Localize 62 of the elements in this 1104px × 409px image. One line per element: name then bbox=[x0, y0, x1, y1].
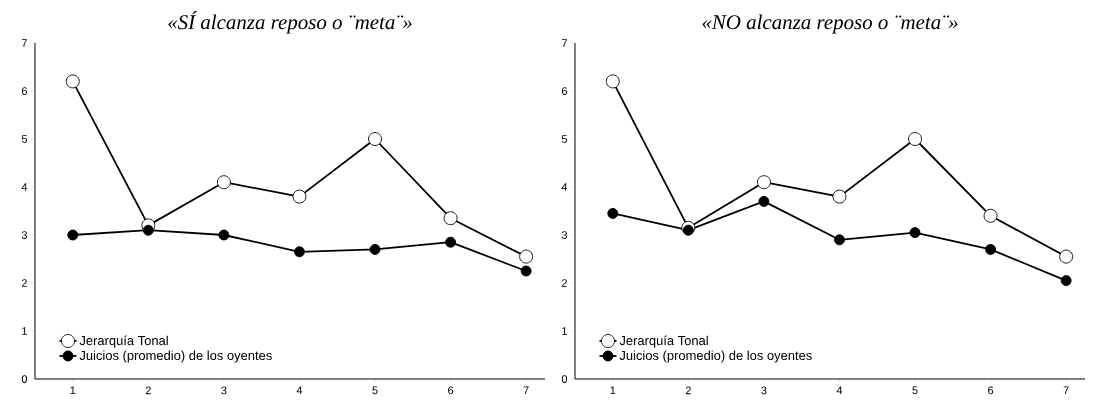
legend-label: Juicios (promedio) de los oyentes bbox=[79, 350, 272, 363]
point bbox=[1060, 275, 1072, 287]
point bbox=[908, 132, 922, 146]
y-tick-label: 6 bbox=[561, 87, 568, 95]
point bbox=[605, 74, 620, 89]
point bbox=[756, 175, 771, 190]
y-tick-label: 4 bbox=[21, 183, 28, 191]
y-tick-label: 0 bbox=[21, 375, 28, 383]
x-tick-label: 2 bbox=[145, 386, 151, 395]
point bbox=[682, 224, 694, 236]
point bbox=[369, 243, 381, 255]
chart-title: «NO alcanza reposo o ¨meta¨» bbox=[702, 14, 958, 34]
point bbox=[216, 175, 231, 190]
point bbox=[909, 227, 921, 239]
point bbox=[834, 234, 845, 246]
chart-title: «SÍ alcanza reposo o ¨meta¨» bbox=[168, 11, 412, 34]
y-tick-label: 5 bbox=[561, 135, 568, 143]
legend-label: Jerarquía Tonal bbox=[619, 335, 708, 348]
y-tick-label: 3 bbox=[561, 231, 568, 239]
point bbox=[368, 132, 382, 146]
point bbox=[758, 195, 770, 207]
y-tick-label: 4 bbox=[561, 183, 568, 191]
y-tick-label: 6 bbox=[21, 87, 27, 95]
point bbox=[443, 211, 458, 226]
y-tick-label: 3 bbox=[21, 231, 27, 239]
point bbox=[1059, 249, 1074, 264]
x-tick-label: 5 bbox=[372, 386, 378, 395]
point bbox=[67, 229, 79, 241]
x-tick-label: 6 bbox=[448, 386, 454, 395]
point bbox=[218, 229, 230, 241]
x-tick-label: 1 bbox=[610, 386, 616, 395]
x-tick-label: 7 bbox=[1063, 386, 1069, 395]
y-tick-label: 1 bbox=[22, 327, 27, 335]
x-tick-label: 5 bbox=[912, 386, 918, 395]
y-tick-label: 2 bbox=[561, 279, 567, 287]
x-tick-label: 6 bbox=[988, 386, 994, 395]
x-tick-label: 3 bbox=[761, 386, 767, 395]
y-tick-label: 5 bbox=[21, 135, 28, 143]
y-tick-label: 2 bbox=[21, 279, 27, 287]
y-tick-label: 7 bbox=[561, 39, 567, 47]
point bbox=[519, 249, 534, 264]
x-tick-label: 3 bbox=[221, 386, 227, 395]
point bbox=[65, 74, 80, 89]
point bbox=[294, 246, 305, 258]
x-tick-label: 4 bbox=[836, 386, 843, 395]
x-tick-label: 4 bbox=[296, 386, 303, 395]
point bbox=[983, 208, 998, 223]
legend-label: Juicios (promedio) de los oyentes bbox=[619, 350, 812, 363]
y-tick-label: 7 bbox=[21, 39, 27, 47]
point bbox=[142, 224, 154, 236]
legend-label: Jerarquía Tonal bbox=[79, 335, 168, 348]
point bbox=[985, 243, 997, 255]
point bbox=[292, 189, 307, 204]
point bbox=[445, 236, 457, 248]
y-tick-label: 1 bbox=[562, 327, 567, 335]
y-tick-label: 0 bbox=[561, 375, 568, 383]
point bbox=[520, 265, 532, 277]
x-tick-label: 1 bbox=[70, 386, 76, 395]
point bbox=[832, 189, 847, 204]
x-tick-label: 7 bbox=[523, 386, 529, 395]
point bbox=[607, 207, 619, 219]
x-tick-label: 2 bbox=[685, 386, 691, 395]
